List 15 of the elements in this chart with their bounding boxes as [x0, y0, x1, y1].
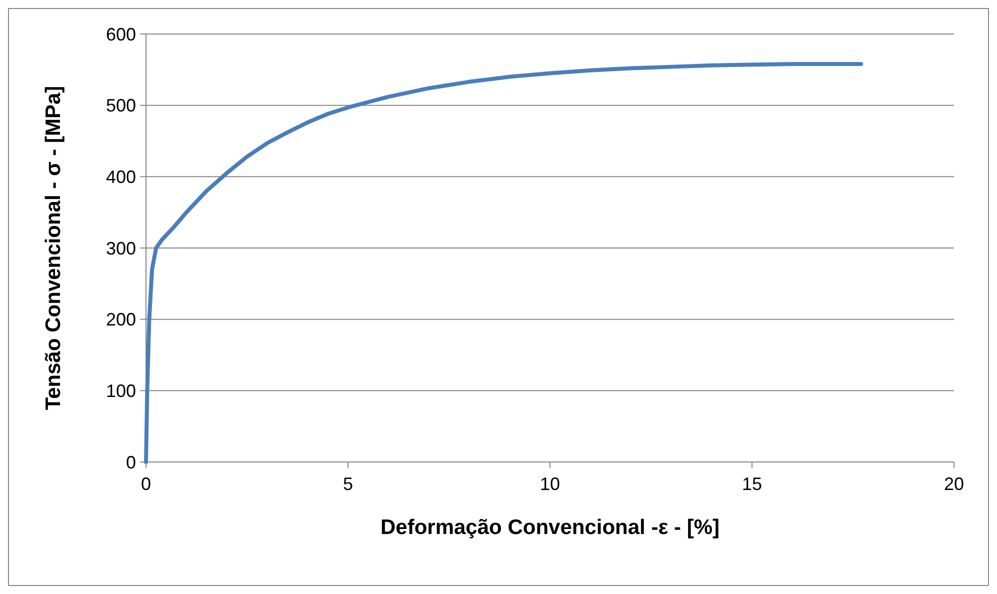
y-tick-label: 100	[106, 380, 136, 401]
x-tick-label: 0	[140, 474, 152, 494]
y-axis-title: Tensão Convencional - σ - [MPa]	[42, 86, 65, 410]
line-series	[144, 62, 864, 464]
y-tick-label: 300	[106, 238, 136, 258]
y-tick-label: 500	[106, 96, 136, 116]
y-tick-label: 600	[106, 24, 136, 44]
x-axis-title: Deformação Convencional -ε - [%]	[380, 516, 720, 539]
x-tick-label: 10	[540, 474, 560, 494]
y-tick-label: 200	[106, 310, 136, 330]
x-tick-label: 5	[342, 474, 354, 494]
y-tick-label: 400	[106, 166, 136, 187]
y-tick-label: 0	[126, 452, 136, 472]
x-tick-label: 20	[944, 474, 964, 494]
x-tick-label: 15	[742, 474, 762, 494]
